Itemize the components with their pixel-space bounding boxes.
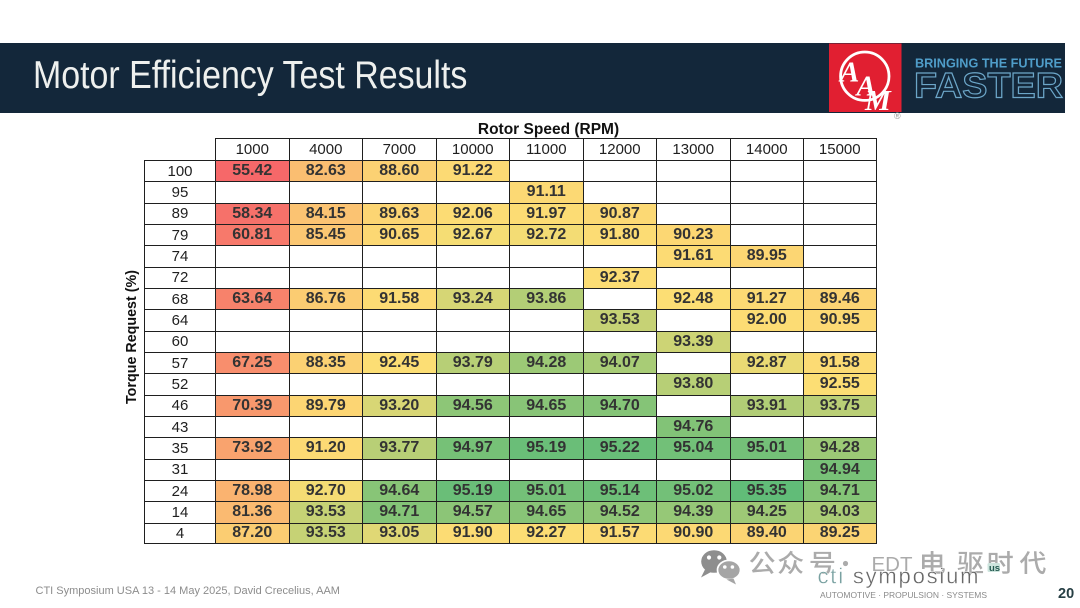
svg-text:®: ®: [894, 111, 901, 121]
svg-text:A: A: [855, 71, 876, 103]
svg-text:M: M: [864, 85, 892, 117]
svg-text:BRINGING THE FUTURE: BRINGING THE FUTURE: [915, 56, 1062, 70]
svg-text:FASTER: FASTER: [914, 67, 1063, 106]
svg-text:A: A: [838, 57, 859, 89]
